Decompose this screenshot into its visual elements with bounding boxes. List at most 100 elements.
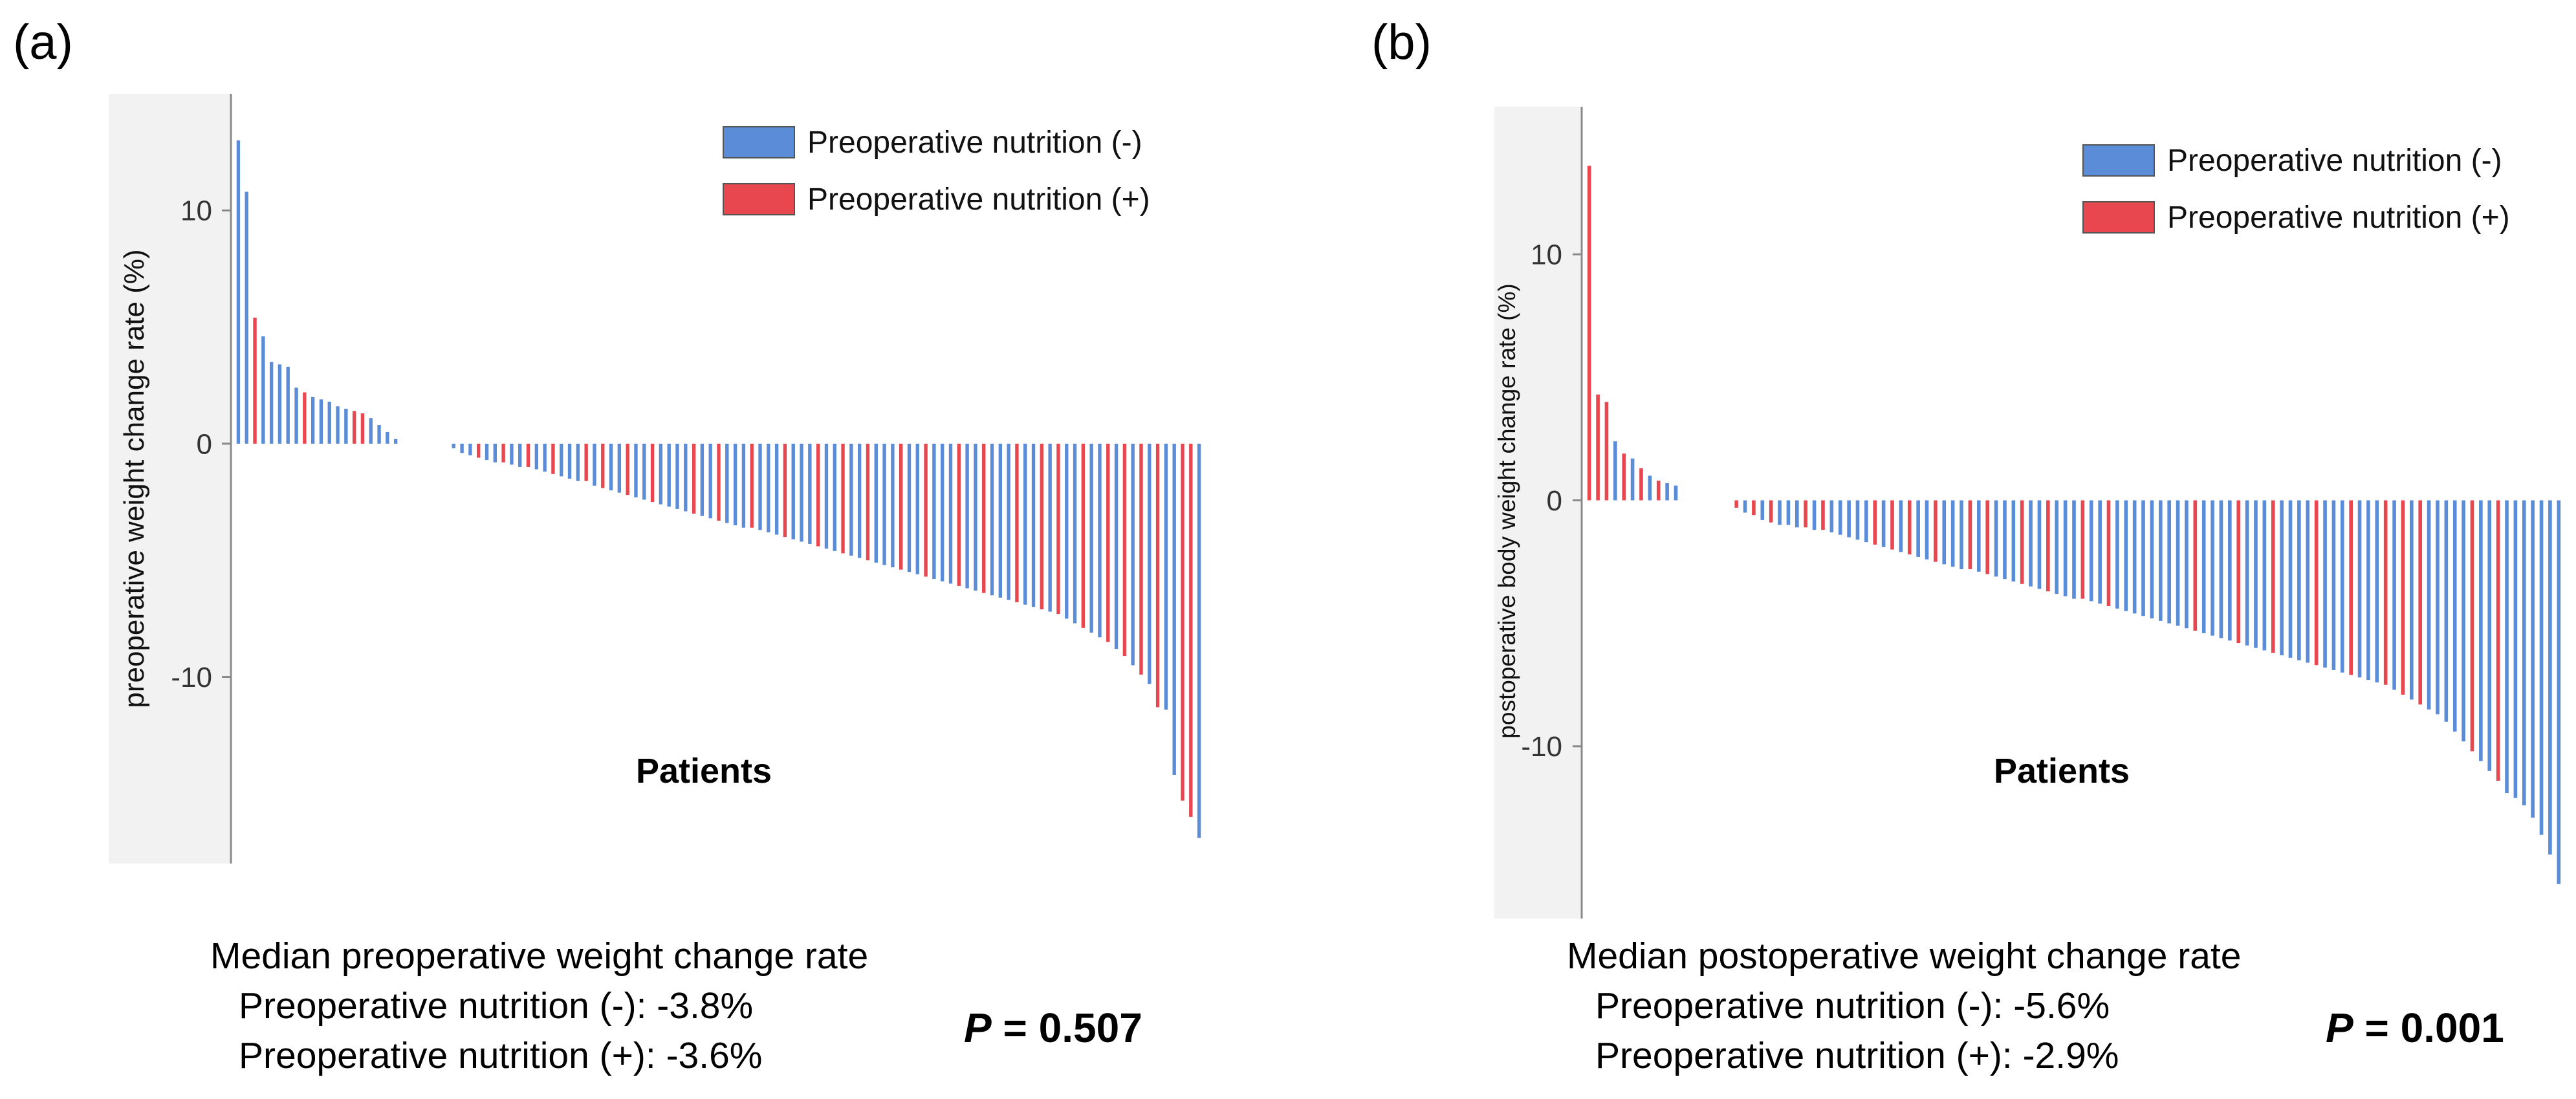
bar [1985, 500, 1989, 574]
bar [1734, 500, 1738, 508]
bar [2236, 500, 2241, 644]
bar [791, 443, 795, 539]
bar [2167, 500, 2171, 624]
bar [386, 431, 389, 444]
bar [2349, 500, 2353, 675]
bar [2505, 500, 2509, 794]
bar [1181, 443, 1184, 801]
bar [667, 443, 671, 507]
bar [286, 366, 290, 444]
median-line-no-nutrition: Preoperative nutrition (-): -5.6% [1595, 985, 2110, 1027]
bar [1795, 500, 1799, 528]
bar [2323, 500, 2327, 668]
bar [601, 443, 605, 488]
panel-label: (a) [13, 15, 73, 70]
bar [269, 362, 274, 444]
bar [1899, 500, 1903, 552]
bar [965, 443, 969, 589]
bar [2245, 500, 2249, 646]
bar [2548, 500, 2552, 855]
p-letter: P [2326, 1005, 2353, 1051]
median-summary: Median preoperative weight change rate P… [210, 931, 868, 1081]
bar [510, 443, 514, 465]
bar [2340, 500, 2344, 673]
bar [626, 443, 629, 495]
median-line-nutrition: Preoperative nutrition (+): -2.9% [1595, 1035, 2119, 1076]
bar [808, 443, 812, 544]
bar [1098, 443, 1102, 638]
bar [2288, 500, 2293, 658]
bar [460, 443, 464, 453]
bar [1942, 500, 1947, 565]
bar [2159, 500, 2163, 621]
bar [2280, 500, 2284, 656]
bar [2124, 500, 2128, 611]
bar [336, 406, 340, 444]
bar [1769, 500, 1773, 523]
bar [1855, 500, 1860, 540]
bar [2080, 500, 2085, 599]
bar [2557, 500, 2561, 884]
y-axis-label: postoperative body weight change rate (%… [1494, 283, 1520, 738]
median-line-nutrition: Preoperative nutrition (+): -3.6% [239, 1035, 763, 1076]
bar [278, 364, 282, 444]
bar [1873, 500, 1877, 545]
bar [377, 425, 381, 444]
y-tick-label: -10 [1521, 731, 1562, 763]
bar [609, 443, 613, 491]
bar [1031, 443, 1036, 607]
bar [2418, 500, 2423, 705]
bar [2479, 500, 2483, 761]
bar [2046, 500, 2050, 592]
bar [303, 392, 307, 444]
bar [1056, 443, 1060, 615]
bar [543, 443, 547, 472]
bar [452, 443, 455, 449]
bar [1934, 500, 1937, 562]
bar [2176, 500, 2180, 626]
bar [783, 443, 787, 538]
bar [1081, 443, 1086, 628]
bar [899, 443, 903, 570]
median-title: Median postoperative weight change rate [1567, 935, 2242, 977]
bar [1778, 500, 1782, 525]
bar [617, 443, 622, 493]
bar [534, 443, 539, 470]
panel-b: (b) 10 0 -10 postoperative body weight chan… [1359, 0, 2576, 1099]
bar [2141, 500, 2145, 616]
p-value-text: = 0.507 [1003, 1005, 1142, 1051]
bar [1048, 443, 1052, 612]
bar [1164, 443, 1168, 710]
bar [2427, 500, 2431, 710]
bar [1613, 441, 1617, 501]
bar [708, 443, 712, 519]
bar [2366, 500, 2370, 680]
p-value-text: = 0.001 [2364, 1005, 2504, 1051]
bar [998, 443, 1003, 598]
bar [874, 443, 878, 563]
bar [800, 443, 803, 542]
bar [2254, 500, 2258, 648]
bar [857, 443, 862, 558]
y-tick-label: -10 [171, 662, 212, 693]
bar [2098, 500, 2102, 604]
bar [2115, 500, 2119, 609]
bar [1122, 443, 1127, 657]
bar [882, 443, 886, 565]
y-tick-label: 0 [1547, 485, 1562, 517]
bar [957, 443, 961, 586]
bar [990, 443, 994, 596]
legend-swatch [723, 126, 795, 158]
bar [311, 397, 315, 444]
bar [327, 402, 331, 444]
bar [1864, 500, 1868, 543]
bar [1587, 166, 1591, 501]
median-line-no-nutrition: Preoperative nutrition (-): -3.8% [239, 985, 754, 1027]
bar [767, 443, 770, 532]
bar [2444, 500, 2449, 722]
bar [1630, 458, 1635, 501]
bar [2357, 500, 2362, 678]
bar [2401, 500, 2405, 695]
bar [2063, 500, 2068, 596]
bar [866, 443, 870, 561]
